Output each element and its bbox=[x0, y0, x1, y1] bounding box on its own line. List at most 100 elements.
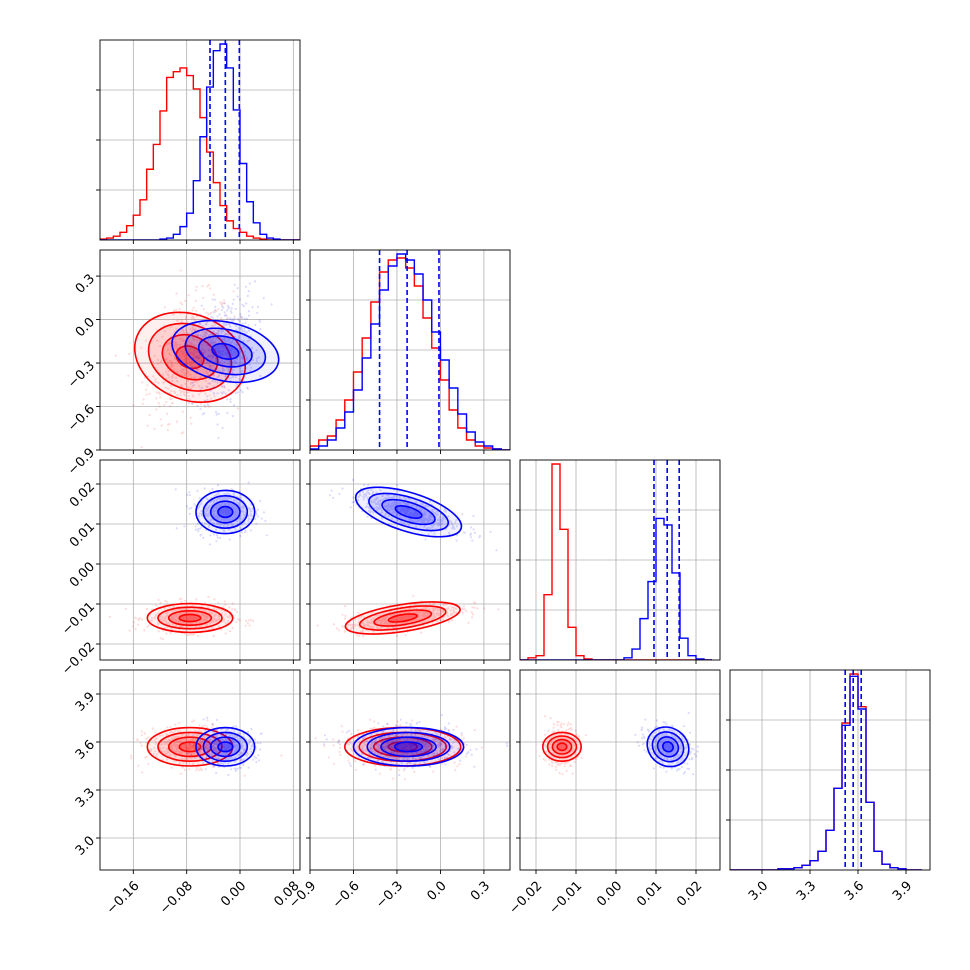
contour-line bbox=[556, 742, 568, 752]
density-fill bbox=[210, 737, 240, 757]
contour-line bbox=[368, 492, 450, 532]
density-fill bbox=[179, 742, 201, 752]
density-fill bbox=[557, 743, 567, 751]
panel-2-2 bbox=[516, 459, 721, 664]
density-fill bbox=[552, 739, 572, 754]
density-fill bbox=[353, 727, 464, 766]
x-tick-label: −0.02 bbox=[506, 879, 545, 918]
density-fill bbox=[179, 614, 201, 622]
contour-line bbox=[184, 327, 267, 376]
contour-line bbox=[178, 741, 202, 753]
panel-0-0 bbox=[96, 39, 301, 244]
contour-line bbox=[147, 322, 233, 392]
panel-frame bbox=[519, 669, 721, 871]
density-fill bbox=[345, 602, 461, 634]
contour-line bbox=[646, 726, 690, 768]
y-tick-label: 0.02 bbox=[67, 479, 98, 510]
contour-line bbox=[202, 494, 249, 529]
contour-line bbox=[217, 505, 234, 519]
contour-line bbox=[133, 311, 247, 404]
y-tick-label: −0.6 bbox=[65, 402, 98, 435]
density-fill bbox=[388, 614, 418, 622]
contour-line bbox=[387, 613, 418, 623]
density-fill bbox=[373, 737, 432, 757]
x-tick-label: 3.3 bbox=[794, 879, 819, 904]
density-fill bbox=[211, 343, 239, 360]
contour-line bbox=[211, 342, 240, 360]
density-fill bbox=[198, 336, 253, 367]
red-histogram bbox=[520, 463, 712, 660]
y-tick-label: −0.3 bbox=[65, 358, 98, 391]
density-fill bbox=[359, 606, 446, 630]
panel-frame bbox=[309, 459, 511, 661]
x-tick-label: 0.3 bbox=[468, 879, 493, 904]
x-tick-label: 3.6 bbox=[842, 879, 867, 904]
contour-line bbox=[195, 489, 256, 535]
x-tick-label: 0.01 bbox=[634, 879, 665, 910]
panel-1-1 bbox=[306, 249, 511, 454]
density-fill bbox=[218, 506, 233, 518]
panel-3-3 bbox=[726, 669, 931, 874]
x-tick-label: 3.0 bbox=[746, 879, 771, 904]
panel-frame bbox=[99, 459, 301, 661]
contour-line bbox=[656, 736, 680, 758]
x-tick-label: −0.6 bbox=[330, 879, 363, 912]
contour-line bbox=[546, 735, 578, 759]
contour-line bbox=[354, 486, 463, 538]
y-tick-label: −0.9 bbox=[65, 445, 98, 478]
contour-line bbox=[157, 606, 223, 630]
y-tick-label: 3.3 bbox=[73, 785, 98, 810]
x-tick-label: 0.00 bbox=[594, 879, 625, 910]
density-fill bbox=[185, 328, 266, 375]
panel-3-1 bbox=[306, 669, 511, 874]
blue-histogram bbox=[730, 675, 922, 870]
contour-line bbox=[146, 602, 234, 634]
x-tick-label: 0.02 bbox=[674, 879, 705, 910]
density-fill bbox=[657, 736, 679, 757]
x-tick-label: 0.00 bbox=[218, 879, 249, 910]
contour-line bbox=[209, 736, 241, 758]
y-tick-label: 0.0 bbox=[73, 315, 98, 340]
density-fill bbox=[381, 737, 437, 757]
density-fill bbox=[196, 490, 255, 534]
contour-line bbox=[202, 731, 249, 762]
contour-line bbox=[651, 731, 685, 763]
contour-line bbox=[366, 731, 451, 762]
contour-line bbox=[352, 726, 465, 767]
contour-line bbox=[344, 601, 461, 635]
density-fill bbox=[168, 737, 212, 757]
density-fill bbox=[662, 741, 674, 752]
blue-histogram bbox=[100, 43, 300, 240]
density-fill bbox=[374, 610, 432, 626]
x-tick-label: −0.16 bbox=[104, 879, 143, 918]
contour-line bbox=[394, 505, 423, 519]
x-tick-label: 0.0 bbox=[424, 879, 449, 904]
contour-line bbox=[380, 736, 437, 758]
density-fill bbox=[210, 501, 240, 523]
density-fill bbox=[147, 727, 233, 766]
y-tick-label: −0.01 bbox=[59, 599, 98, 638]
density-fill bbox=[147, 603, 233, 633]
density-fill bbox=[344, 727, 461, 766]
y-tick-label: 3.6 bbox=[73, 737, 98, 762]
red-histogram bbox=[100, 67, 300, 240]
contour-line bbox=[167, 609, 213, 626]
y-tick-label: 3.0 bbox=[73, 833, 98, 858]
contour-line bbox=[175, 345, 205, 370]
contour-line bbox=[171, 319, 280, 384]
panel-3-0 bbox=[96, 669, 301, 874]
panel-2-1 bbox=[306, 459, 511, 664]
y-tick-label: 0.01 bbox=[67, 519, 98, 550]
x-tick-label: −0.3 bbox=[373, 879, 406, 912]
density-fill bbox=[355, 487, 462, 537]
contour-line bbox=[373, 609, 433, 627]
x-tick-label: 3.9 bbox=[890, 879, 915, 904]
density-fill bbox=[368, 493, 449, 531]
contour-line bbox=[197, 335, 253, 368]
y-tick-label: 0.00 bbox=[67, 559, 98, 590]
red-histogram bbox=[310, 257, 510, 450]
contour-line bbox=[551, 738, 573, 755]
panel-frame bbox=[309, 669, 511, 871]
contour-line bbox=[393, 741, 424, 753]
